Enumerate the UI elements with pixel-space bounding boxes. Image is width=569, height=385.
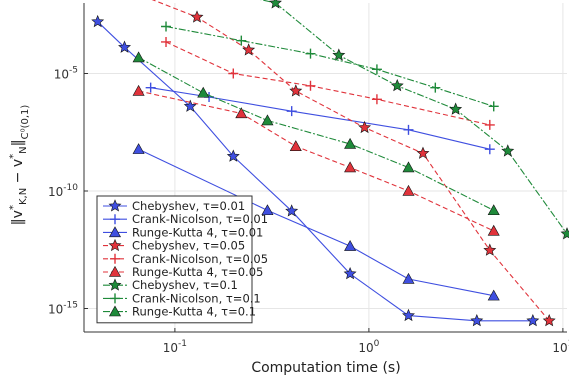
- x-axis-title: Computation time (s): [251, 360, 400, 376]
- legend-label: Chebyshev, τ=0.1: [132, 278, 238, 292]
- legend-label: Runge-Kutta 4, τ=0.1: [132, 305, 256, 319]
- legend-label: Runge-Kutta 4, τ=0.01: [132, 225, 263, 239]
- legend-label: Crank-Nicolson, τ=0.01: [132, 212, 268, 226]
- legend-label: Chebyshev, τ=0.01: [132, 199, 245, 213]
- legend-label: Crank-Nicolson, τ=0.1: [132, 291, 261, 305]
- legend-label: Chebyshev, τ=0.05: [132, 239, 245, 253]
- legend-label: Crank-Nicolson, τ=0.05: [132, 252, 268, 266]
- legend-label: Runge-Kutta 4, τ=0.05: [132, 265, 263, 279]
- x-tick-label: 101: [552, 339, 569, 355]
